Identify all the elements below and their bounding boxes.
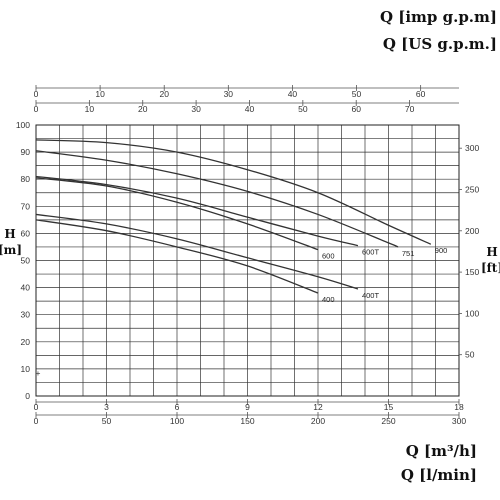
x-tick-label-impgpm: 20 — [159, 89, 169, 99]
y-tick-label-m: 10 — [21, 364, 31, 374]
x-tick-label-m3h: 12 — [313, 402, 323, 412]
curve-600t — [35, 175, 359, 247]
x-tick-label-lmin: 0 — [34, 416, 39, 426]
curves: 400 400T 600 600T 751 900 — [35, 139, 448, 304]
x-tick-label-lmin: 300 — [452, 416, 466, 426]
y-tick-label-m: 80 — [21, 174, 31, 184]
bottom-unit-label-m3h: Q [m³/h] — [406, 442, 477, 460]
x-tick-label-lmin: 200 — [311, 416, 325, 426]
curve-label-400t: 400T — [362, 291, 380, 300]
y-tick-label-ft: 300 — [465, 143, 479, 153]
x-tick-label-impgpm: 10 — [95, 89, 105, 99]
curve-label-600: 600 — [322, 252, 335, 261]
axes: 0102030405060708090100501001502002503000… — [16, 85, 479, 426]
x-tick-label-m3h: 18 — [454, 402, 464, 412]
x-tick-label-impgpm: 30 — [224, 89, 234, 99]
x-tick-label-m3h: 6 — [175, 402, 180, 412]
curve-label-400: 400 — [322, 295, 335, 304]
x-tick-label-impgpm: 40 — [288, 89, 298, 99]
curve-900 — [35, 139, 432, 245]
x-tick-label-lmin: 250 — [381, 416, 395, 426]
x-tick-label-usgpm: 50 — [298, 104, 308, 114]
x-tick-label-lmin: 150 — [240, 416, 254, 426]
x-tick-label-usgpm: 60 — [351, 104, 361, 114]
x-tick-label-m3h: 0 — [34, 402, 39, 412]
y-tick-label-ft: 250 — [465, 184, 479, 194]
x-tick-label-m3h: 15 — [384, 402, 394, 412]
x-tick-label-impgpm: 0 — [34, 89, 39, 99]
y-tick-label-m: 0 — [25, 391, 30, 401]
y-tick-label-m: 30 — [21, 310, 31, 320]
grid — [35, 124, 460, 397]
curve-600 — [35, 177, 319, 251]
plot-frame — [35, 124, 460, 397]
curve-label-900: 900 — [435, 246, 448, 255]
y-tick-label-m: 50 — [21, 256, 31, 266]
x-tick-label-lmin: 100 — [170, 416, 184, 426]
curve-label-751: 751 — [402, 249, 415, 258]
y-tick-label-m: 20 — [21, 337, 31, 347]
curve-400 — [35, 219, 319, 294]
x-tick-label-usgpm: 0 — [34, 104, 39, 114]
x-tick-label-usgpm: 10 — [85, 104, 95, 114]
right-axis-unit: [ft] — [481, 261, 500, 275]
marker-plus: + — [36, 368, 41, 378]
curve-751 — [35, 150, 399, 248]
curve-400t — [35, 213, 359, 290]
curve-label-600t: 600T — [362, 248, 380, 257]
right-axis-title: H — [486, 245, 497, 259]
x-tick-label-m3h: 9 — [245, 402, 250, 412]
top-unit-label-imp: Q [imp g.p.m] — [380, 8, 497, 26]
left-axis-unit: [m] — [0, 243, 22, 257]
x-tick-label-lmin: 50 — [102, 416, 112, 426]
y-tick-label-ft: 50 — [465, 350, 475, 360]
y-tick-label-m: 90 — [21, 147, 31, 157]
x-tick-label-usgpm: 40 — [245, 104, 255, 114]
x-tick-label-impgpm: 50 — [352, 89, 362, 99]
y-tick-label-ft: 150 — [465, 267, 479, 277]
left-axis-title: H — [4, 227, 15, 241]
y-tick-label-ft: 200 — [465, 226, 479, 236]
y-tick-label-m: 100 — [16, 120, 30, 130]
y-tick-label-m: 70 — [21, 201, 31, 211]
x-tick-label-impgpm: 60 — [416, 89, 426, 99]
bottom-unit-label-lmin: Q [l/min] — [401, 466, 477, 484]
y-tick-label-m: 60 — [21, 228, 31, 238]
y-tick-label-m: 40 — [21, 283, 31, 293]
top-unit-label-us: Q [US g.p.m.] — [383, 35, 497, 53]
x-tick-label-usgpm: 30 — [191, 104, 201, 114]
x-tick-label-m3h: 3 — [104, 402, 109, 412]
y-tick-label-ft: 100 — [465, 308, 479, 318]
x-tick-label-usgpm: 70 — [405, 104, 415, 114]
x-tick-label-usgpm: 20 — [138, 104, 148, 114]
